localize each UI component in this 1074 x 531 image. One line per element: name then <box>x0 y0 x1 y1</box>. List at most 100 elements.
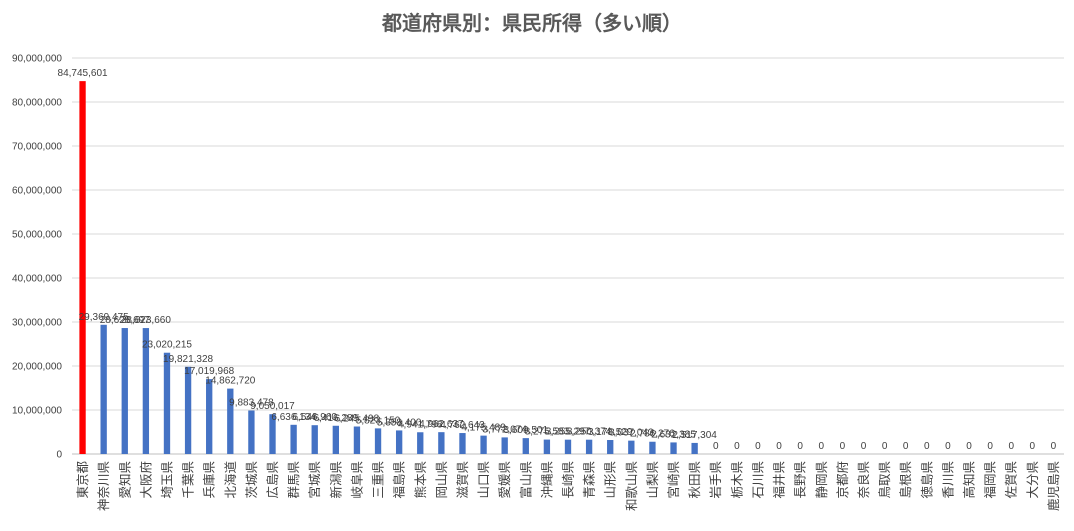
data-label-35: 0 <box>818 441 824 452</box>
category-label-46: 鹿児島県 <box>1046 461 1061 511</box>
category-label-36: 京都府 <box>835 461 850 499</box>
data-label-6: 17,019,968 <box>184 366 234 377</box>
bar-25 <box>607 440 614 454</box>
category-label-31: 栃木県 <box>729 461 744 499</box>
category-label-4: 埼玉県 <box>159 461 174 499</box>
y-tick-label: 20,000,000 <box>12 362 62 373</box>
category-label-1: 神奈川県 <box>96 461 111 511</box>
bar-22 <box>543 439 551 454</box>
category-label-32: 石川県 <box>750 461 765 499</box>
data-label-14: 5,823,150 <box>356 415 401 426</box>
category-label-30: 岩手県 <box>708 461 723 499</box>
category-label-8: 茨城県 <box>244 461 259 499</box>
data-label-24: 3,250,374 <box>567 427 612 438</box>
category-label-3: 大阪府 <box>138 461 153 499</box>
data-label-30: 0 <box>713 441 719 452</box>
category-label-15: 福島県 <box>392 461 407 499</box>
data-label-18: 4,762,643 <box>440 420 485 431</box>
data-label-37: 0 <box>861 441 867 452</box>
data-label-36: 0 <box>840 441 846 452</box>
y-tick-label: 80,000,000 <box>12 98 62 109</box>
bar-20 <box>501 437 508 454</box>
category-label-18: 滋賀県 <box>455 461 470 499</box>
bar-23 <box>564 439 572 454</box>
data-label-2: 28,628,697 <box>100 315 150 326</box>
bar-7 <box>227 388 234 454</box>
bar-12 <box>332 425 339 454</box>
category-label-6: 兵庫県 <box>202 461 217 499</box>
bar-18 <box>459 433 466 454</box>
data-label-29: 2,517,304 <box>672 430 717 441</box>
bar-2 <box>121 328 128 454</box>
data-label-34: 0 <box>797 441 803 452</box>
category-label-42: 高知県 <box>962 461 977 499</box>
bar-0 <box>79 81 86 454</box>
bar-19 <box>480 435 487 454</box>
category-label-7: 北海道 <box>223 461 238 499</box>
data-label-8: 9,883,478 <box>229 398 274 409</box>
data-label-22: 3,275,583 <box>525 427 570 438</box>
gridlines <box>72 57 1064 455</box>
category-label-23: 長崎県 <box>561 461 576 499</box>
bar-3 <box>142 328 150 454</box>
category-label-40: 徳島県 <box>919 461 934 499</box>
y-tick-label: 40,000,000 <box>12 274 62 285</box>
bar-14 <box>374 428 382 454</box>
data-label-17: 4,962,637 <box>419 419 464 430</box>
category-label-41: 香川県 <box>940 461 955 499</box>
data-label-19: 4,175,489 <box>461 423 506 434</box>
category-label-28: 宮崎県 <box>666 461 681 499</box>
category-label-13: 岐阜県 <box>349 461 364 499</box>
data-label-31: 0 <box>734 441 740 452</box>
data-label-38: 0 <box>882 441 888 452</box>
category-label-43: 福岡県 <box>983 461 998 499</box>
bar-6 <box>206 379 213 454</box>
category-label-14: 三重県 <box>371 461 386 499</box>
category-label-11: 宮城県 <box>307 461 322 499</box>
data-label-7: 14,862,720 <box>205 376 255 387</box>
bars <box>79 81 698 454</box>
category-label-37: 奈良県 <box>856 461 871 499</box>
category-label-17: 岡山県 <box>434 461 449 499</box>
data-label-5: 19,821,328 <box>163 354 213 365</box>
category-label-33: 福井県 <box>772 461 787 499</box>
category-label-2: 愛知県 <box>117 461 132 499</box>
chart-title: 都道府県別：県民所得（多い順） <box>381 11 682 35</box>
data-label-43: 0 <box>987 441 993 452</box>
data-label-46: 0 <box>1051 441 1057 452</box>
bar-9 <box>269 414 276 454</box>
y-tick-label: 90,000,000 <box>12 54 62 65</box>
bar-1 <box>100 324 107 454</box>
category-label-20: 愛媛県 <box>497 461 512 499</box>
category-label-29: 秋田県 <box>687 461 702 499</box>
data-label-9: 9,050,017 <box>250 401 295 412</box>
category-label-27: 山梨県 <box>645 461 660 499</box>
bar-8 <box>248 410 255 454</box>
y-tick-label: 70,000,000 <box>12 142 62 153</box>
data-label-21: 3,609,501 <box>504 425 549 436</box>
bar-21 <box>522 438 529 454</box>
data-label-32: 0 <box>755 441 761 452</box>
bar-11 <box>311 425 318 454</box>
data-label-3: 28,623,660 <box>121 315 171 326</box>
bar-27 <box>649 441 656 454</box>
bar-4 <box>163 352 171 454</box>
category-label-21: 富山県 <box>518 461 533 499</box>
category-label-39: 島根県 <box>898 461 913 499</box>
bar-28 <box>670 442 677 454</box>
category-label-45: 大分県 <box>1025 461 1040 499</box>
data-label-15: 5,358,400 <box>377 417 422 428</box>
data-label-39: 0 <box>903 441 909 452</box>
data-label-33: 0 <box>776 441 782 452</box>
y-tick-label: 10,000,000 <box>12 406 62 417</box>
data-label-12: 6,416,289 <box>314 413 359 424</box>
category-label-38: 鳥取県 <box>877 461 892 499</box>
data-label-44: 0 <box>1008 441 1014 452</box>
category-label-25: 山形県 <box>603 461 618 499</box>
category-label-19: 山口県 <box>476 461 491 499</box>
bar-15 <box>395 430 403 454</box>
bar-10 <box>290 424 297 454</box>
data-label-1: 29,369,475 <box>79 312 129 323</box>
